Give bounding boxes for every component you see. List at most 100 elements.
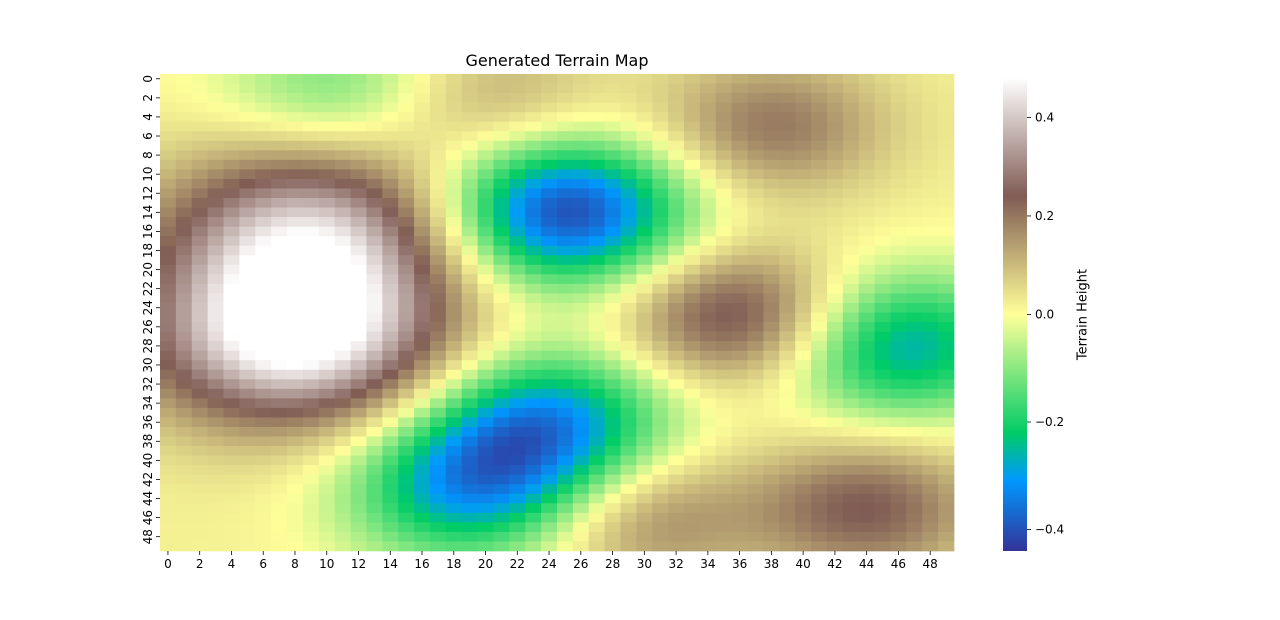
heatmap-cell xyxy=(382,217,399,227)
heatmap-cell xyxy=(874,369,891,380)
heatmap-cell xyxy=(318,407,336,418)
heatmap-cell xyxy=(779,198,796,208)
heatmap-cell xyxy=(763,83,780,94)
heatmap-cell xyxy=(429,493,447,504)
heatmap-cell xyxy=(604,484,621,495)
heatmap-cell xyxy=(445,446,463,456)
heatmap-cell xyxy=(525,102,542,113)
heatmap-cell xyxy=(557,474,574,485)
heatmap-cell xyxy=(334,150,351,161)
heatmap-cell xyxy=(207,541,224,552)
heatmap-cell xyxy=(731,274,748,285)
heatmap-cell xyxy=(652,207,669,218)
heatmap-cell xyxy=(842,264,860,275)
colorbar-gradient xyxy=(1003,78,1027,551)
heatmap-cell xyxy=(509,312,526,323)
heatmap-cell xyxy=(477,474,494,485)
heatmap-cell xyxy=(382,74,399,84)
heatmap-cell xyxy=(318,417,336,428)
heatmap-cell xyxy=(858,217,875,227)
heatmap-cell xyxy=(858,350,875,361)
heatmap-cell xyxy=(858,436,875,447)
heatmap-cell xyxy=(684,236,701,247)
heatmap-cell xyxy=(620,436,637,447)
heatmap-cell xyxy=(572,217,590,227)
heatmap-cell xyxy=(239,484,256,495)
heatmap-cell xyxy=(715,312,733,323)
heatmap-cell xyxy=(414,436,431,447)
x-tick-label: 18 xyxy=(446,557,461,571)
heatmap-cell xyxy=(557,236,574,247)
heatmap-cell xyxy=(398,407,415,418)
heatmap-cell xyxy=(826,169,844,180)
heatmap-cell xyxy=(429,341,447,352)
heatmap-cell xyxy=(906,245,923,256)
heatmap-cell xyxy=(429,293,447,304)
heatmap-cell xyxy=(731,245,748,256)
heatmap-cell xyxy=(382,379,399,390)
heatmap-cell xyxy=(731,121,748,132)
heatmap-cell xyxy=(826,398,844,409)
heatmap-cell xyxy=(160,436,177,447)
heatmap-cell xyxy=(604,245,621,256)
heatmap-cell xyxy=(636,159,653,170)
heatmap-cell xyxy=(160,140,177,151)
heatmap-cell xyxy=(731,102,748,113)
heatmap-cell xyxy=(255,369,272,380)
heatmap-cell xyxy=(620,446,637,456)
heatmap-cell xyxy=(255,446,272,456)
heatmap-cell xyxy=(207,131,224,142)
heatmap-cell xyxy=(239,169,256,180)
heatmap-cell xyxy=(398,503,415,514)
heatmap-cell xyxy=(842,322,860,332)
heatmap-cell xyxy=(287,245,304,256)
heatmap-cell xyxy=(287,350,304,361)
heatmap-cell xyxy=(699,426,717,437)
heatmap-cell xyxy=(175,541,193,552)
heatmap-cell xyxy=(414,283,431,294)
heatmap-cell xyxy=(366,226,383,237)
heatmap-cell xyxy=(890,178,907,189)
heatmap-cell xyxy=(255,341,272,352)
y-tick-label: 48 xyxy=(141,529,155,544)
heatmap-cell xyxy=(731,360,748,371)
heatmap-cell xyxy=(493,474,510,485)
heatmap-cell xyxy=(842,236,860,247)
heatmap-cell xyxy=(525,531,542,542)
heatmap-cell xyxy=(557,465,574,476)
heatmap-cell xyxy=(795,426,812,437)
heatmap-cell xyxy=(588,455,605,466)
heatmap-cell xyxy=(398,198,415,208)
heatmap-cell xyxy=(890,293,907,304)
heatmap-cell xyxy=(398,178,415,189)
heatmap-cell xyxy=(572,503,590,514)
heatmap-cell xyxy=(557,407,574,418)
heatmap-cell xyxy=(922,541,939,552)
heatmap-cell xyxy=(287,236,304,247)
heatmap-cell xyxy=(557,198,574,208)
heatmap-cell xyxy=(318,331,336,342)
heatmap-cell xyxy=(366,74,383,84)
heatmap-cell xyxy=(398,350,415,361)
heatmap-cell xyxy=(398,360,415,371)
heatmap-cell xyxy=(715,207,733,218)
heatmap-cell xyxy=(382,455,399,466)
heatmap-cell xyxy=(287,178,304,189)
heatmap-cell xyxy=(795,331,812,342)
heatmap-cell xyxy=(382,322,399,332)
heatmap-cell xyxy=(620,74,637,84)
heatmap-cell xyxy=(287,531,304,542)
heatmap-cell xyxy=(302,379,320,390)
heatmap-cell xyxy=(699,264,717,275)
heatmap-cell xyxy=(763,217,780,227)
heatmap-cell xyxy=(239,398,256,409)
heatmap-cell xyxy=(493,188,510,199)
heatmap-cell xyxy=(541,503,558,514)
heatmap-cell xyxy=(271,379,288,390)
heatmap-cell xyxy=(414,198,431,208)
heatmap-cell xyxy=(160,83,177,94)
heatmap-cell xyxy=(874,245,891,256)
heatmap-cell xyxy=(255,169,272,180)
heatmap-cell xyxy=(175,474,193,485)
heatmap-cell xyxy=(223,226,240,237)
